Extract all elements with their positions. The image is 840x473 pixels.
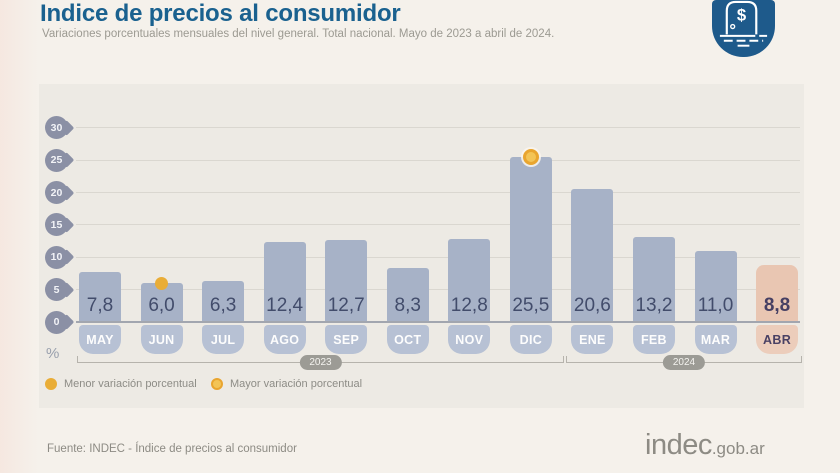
bar-group-may: 7,8 MAY [79,0,121,354]
bar-group-ene: 20,6 ENE [571,0,614,354]
bar [756,265,799,322]
bar-value-label: 25,5 [512,295,550,316]
zero-axis-line [76,321,800,323]
bar-value-label: 12,4 [266,295,304,316]
ring-dot-icon [211,378,223,390]
bar-value-label: 8,3 [394,295,421,316]
chart-panel [39,84,804,408]
bar-value-label: 6,0 [148,295,175,316]
gridline [76,127,800,129]
bar-group-nov: 12,8 NOV [448,0,491,354]
bar-value-label: 7,8 [86,295,114,316]
bar-group-sep: 12,7 SEP [325,0,368,354]
bar [509,157,552,322]
legend-item-min: Menor variación porcentual [45,378,197,390]
bar-group-oct: 8,3 OCT [386,0,429,354]
year-pill: 2023 [299,355,342,370]
y-tick-pin: 0 [45,310,68,334]
year-bracket-2024: 2024 [566,355,802,370]
page-subtitle: Variaciones porcentuales mensuales del n… [42,28,555,40]
gridline [76,256,800,258]
legend-label: Mayor variación porcentual [230,378,363,390]
legend-item-max: Mayor variación porcentual [211,378,362,390]
bar-group-mar: 11,0 MAR [694,0,737,354]
min-marker-dot [155,276,169,290]
y-tick-pin: 5 [45,278,68,302]
month-badge: DIC [509,325,552,354]
month-badge: OCT [386,325,429,354]
bar [448,239,491,322]
brand-name: indec [645,429,712,461]
bar [79,272,121,322]
bar-value-label: 12,8 [450,295,488,316]
gridline [76,289,800,291]
month-badge: NOV [448,325,491,354]
ipc-logo-badge: $ [712,0,775,57]
left-edge-tint [0,0,38,473]
month-badge: MAY [79,325,121,354]
page-title: Indice de precios al consumidor [40,0,401,27]
bar [571,189,614,322]
year-pill: 2024 [662,355,706,370]
bar-value-label: 12,7 [327,295,365,316]
bar-group-dic: 25,5 DIC [509,0,552,354]
bar-value-label: 13,2 [635,295,673,316]
bar [632,237,675,322]
bar-group-abr: 8,8 ABR [756,0,799,354]
source-note: Fuente: INDEC - Índice de precios al con… [47,443,297,455]
month-badge: SEP [325,325,368,354]
bar-value-label: 20,6 [573,295,611,316]
brand-suffix: .gob.ar [711,439,765,458]
y-tick-pin: 25 [45,148,68,172]
max-marker-dot [522,149,539,165]
legend-label: Menor variación porcentual [64,378,197,390]
year-bracket-2023: 2023 [77,355,564,370]
bar-group-jul: 6,3 JUL [202,0,245,354]
gridline [76,224,800,226]
month-badge: ENE [571,325,614,354]
bar [694,251,737,322]
bar [263,242,306,322]
bar-group-jun: 6,0 JUN [140,0,183,354]
bar [386,268,429,322]
month-badge: ABR [756,325,799,354]
bar-value-label: 6,3 [209,295,237,316]
month-badge: FEB [632,325,675,354]
y-tick-pin: 20 [45,181,68,205]
solid-dot-icon [45,378,57,390]
month-badge: MAR [694,325,737,354]
month-badge: JUN [140,325,183,354]
gridline [76,192,800,194]
y-tick-pin: 10 [45,245,68,269]
bar [202,281,245,322]
dollar-jar-icon: $ [719,0,768,47]
indec-wordmark: indec .gob.ar [645,429,765,462]
svg-text:$: $ [737,6,747,25]
month-badge: JUL [202,325,245,354]
bar-value-label: 11,0 [697,295,734,316]
y-axis-unit-label: % [46,345,60,362]
y-tick-pin: 15 [45,213,68,237]
y-tick-pin: 30 [45,116,68,140]
bar-group-feb: 13,2 FEB [632,0,675,354]
bar-group-ago: 12,4 AGO [263,0,306,354]
bar [325,240,368,322]
month-badge: AGO [263,325,306,354]
bar-value-label: 8,8 [763,295,791,316]
gridline [76,159,800,161]
